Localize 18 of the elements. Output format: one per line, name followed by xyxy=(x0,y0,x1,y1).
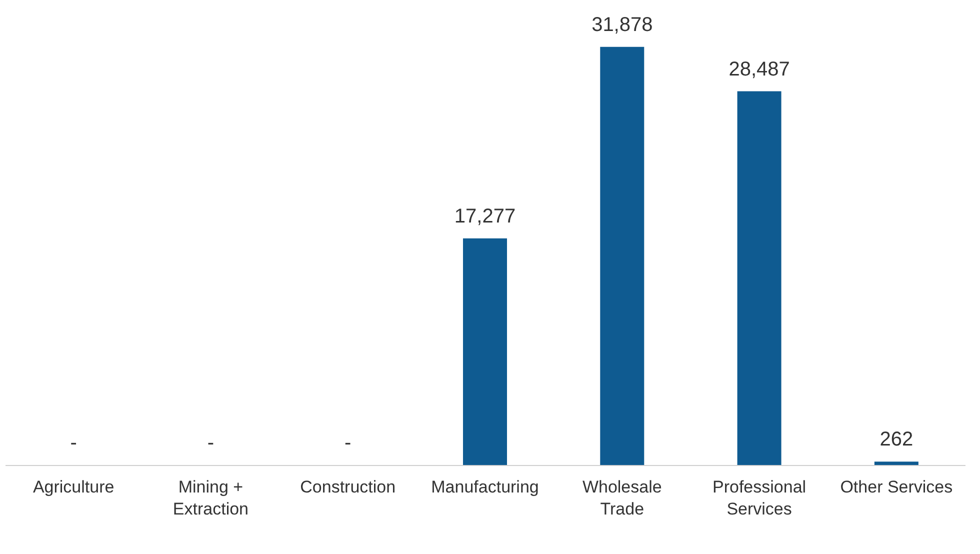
data-label: 262 xyxy=(880,428,914,451)
bar xyxy=(737,91,782,465)
x-tick-label: Manufacturing xyxy=(431,478,539,496)
x-tick-label: Professional Services xyxy=(712,478,806,518)
bar xyxy=(600,46,644,465)
data-label: 28,487 xyxy=(728,58,790,80)
x-tick-label: Construction xyxy=(300,478,396,496)
data-label: 17,277 xyxy=(454,205,516,228)
data-label: - xyxy=(207,432,214,454)
x-tick-label: Wholesale Trade xyxy=(582,478,662,518)
x-tick-label: Other Services xyxy=(840,478,953,496)
data-label: - xyxy=(344,432,352,454)
bar xyxy=(463,238,507,465)
data-label: - xyxy=(70,432,77,454)
x-tick-label: Agriculture xyxy=(32,478,114,496)
x-tick-label: Mining + Extraction xyxy=(172,478,249,518)
data-label: 31,878 xyxy=(592,14,653,36)
bar xyxy=(874,462,918,465)
